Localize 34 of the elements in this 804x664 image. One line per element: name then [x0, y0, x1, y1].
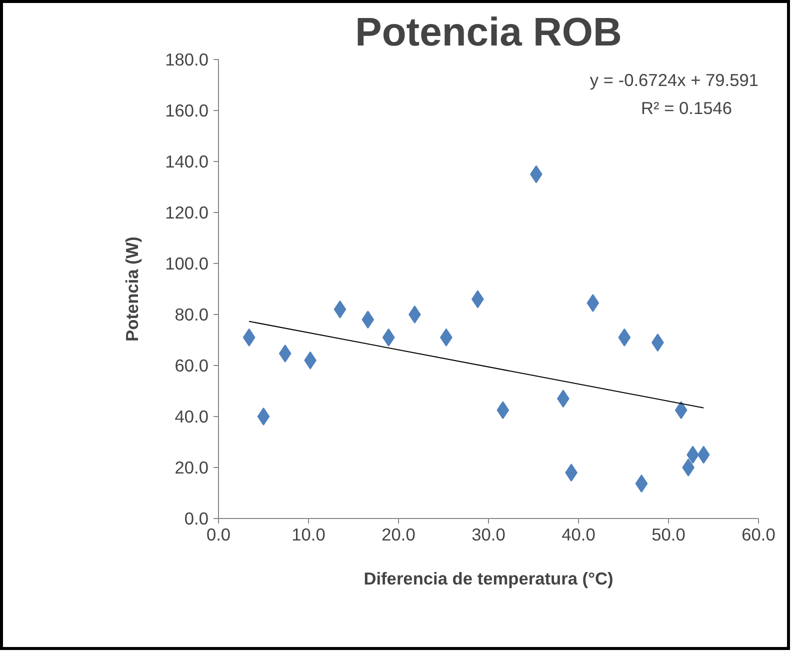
- y-tick-label: 20.0: [174, 458, 209, 478]
- x-tick-label: 30.0: [472, 524, 506, 544]
- y-tick-label: 80.0: [174, 304, 209, 324]
- x-tick-label: 20.0: [382, 524, 416, 544]
- y-tick-label: 180.0: [165, 50, 209, 70]
- chart-title: Potencia ROB: [355, 10, 622, 54]
- y-axis-title: Potencia (W): [122, 236, 142, 342]
- annotation: R² = 0.1546: [640, 98, 732, 118]
- x-tick-label: 50.0: [652, 524, 686, 544]
- y-tick-label: 160.0: [165, 100, 209, 120]
- point: [635, 474, 648, 493]
- y-tick-label: 0.0: [184, 508, 209, 528]
- annotation: y = -0.6724x + 79.591: [590, 70, 759, 90]
- point: [496, 401, 510, 420]
- point: [618, 328, 631, 346]
- point: [334, 300, 346, 318]
- y-tick-label: 120.0: [165, 202, 209, 222]
- x-tick-label: 60.0: [742, 524, 776, 544]
- point: [257, 408, 270, 426]
- x-tick-label: 0.0: [206, 524, 231, 544]
- point: [278, 344, 292, 363]
- y-tick-label: 140.0: [165, 152, 209, 172]
- x-tick-label: 10.0: [292, 524, 326, 544]
- x-tick-label: 40.0: [562, 524, 596, 544]
- y-tick-label: 100.0: [165, 254, 209, 274]
- point: [362, 310, 374, 329]
- point: [382, 328, 395, 346]
- point: [674, 401, 688, 420]
- point: [242, 328, 256, 346]
- y-tick-label: 60.0: [174, 356, 209, 376]
- y-tick-label: 40.0: [174, 406, 209, 426]
- point: [586, 294, 600, 312]
- point: [697, 446, 710, 464]
- x-axis-title: Diferencia de temperatura (°C): [364, 568, 614, 588]
